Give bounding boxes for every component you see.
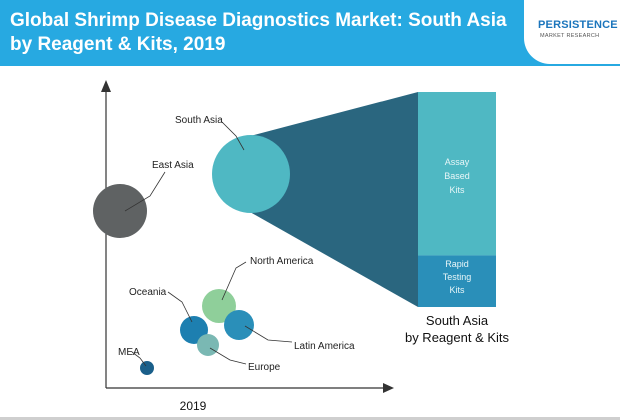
leader-south-asia: [221, 121, 245, 151]
bar-label-assay-line2: Based: [444, 171, 470, 181]
bubble-europe: [197, 334, 219, 356]
y-axis-arrow: [101, 80, 111, 92]
bottom-rule: [0, 417, 620, 420]
label-latin-america: Latin America: [294, 341, 355, 352]
leader-europe: [209, 347, 247, 365]
bar-label-rapid-line3: Kits: [449, 285, 465, 295]
bar-caption-line2: by Reagent & Kits: [405, 330, 510, 345]
label-europe: Europe: [248, 362, 281, 373]
bar-label-assay-line1: Assay: [445, 157, 470, 167]
leader-north-america: [221, 261, 247, 301]
page-title: Global Shrimp Disease Diagnostics Market…: [10, 10, 507, 55]
x-tick-label: 2019: [180, 399, 207, 413]
x-axis-arrow: [383, 383, 394, 393]
leader-mea: [131, 351, 147, 367]
bubble-south-asia: [212, 135, 290, 213]
logo-tagline: MARKET RESEARCH: [540, 33, 600, 39]
company-logo: PERSISTENCE MARKET RESEARCH: [524, 0, 620, 64]
bar-segment-rapid-testing-kits: [418, 255, 496, 307]
leader-latin-america: [244, 325, 293, 343]
bubble-mea: [140, 361, 154, 375]
bar-segment-assay-based-kits: [418, 92, 496, 256]
label-east-asia: East Asia: [152, 160, 194, 171]
zoom-cone: [250, 92, 418, 307]
bubble-north-america: [202, 289, 236, 323]
bar-label-rapid-line1: Rapid: [445, 259, 469, 269]
label-north-america: North America: [250, 256, 314, 267]
label-south-asia: South Asia: [175, 115, 223, 126]
bubble-east-asia: [93, 184, 147, 238]
leader-oceania: [167, 291, 193, 323]
bar-label-assay-line3: Kits: [449, 185, 465, 195]
bar-caption-line1: South Asia: [426, 313, 489, 328]
bubble-latin-america: [224, 310, 254, 340]
header-banner: Global Shrimp Disease Diagnostics Market…: [0, 0, 620, 66]
label-mea: MEA: [118, 347, 140, 358]
label-oceania: Oceania: [129, 287, 167, 298]
bar-label-rapid-line2: Testing: [443, 272, 472, 282]
leader-east-asia: [124, 171, 166, 212]
logo-name: PERSISTENCE: [538, 19, 618, 31]
